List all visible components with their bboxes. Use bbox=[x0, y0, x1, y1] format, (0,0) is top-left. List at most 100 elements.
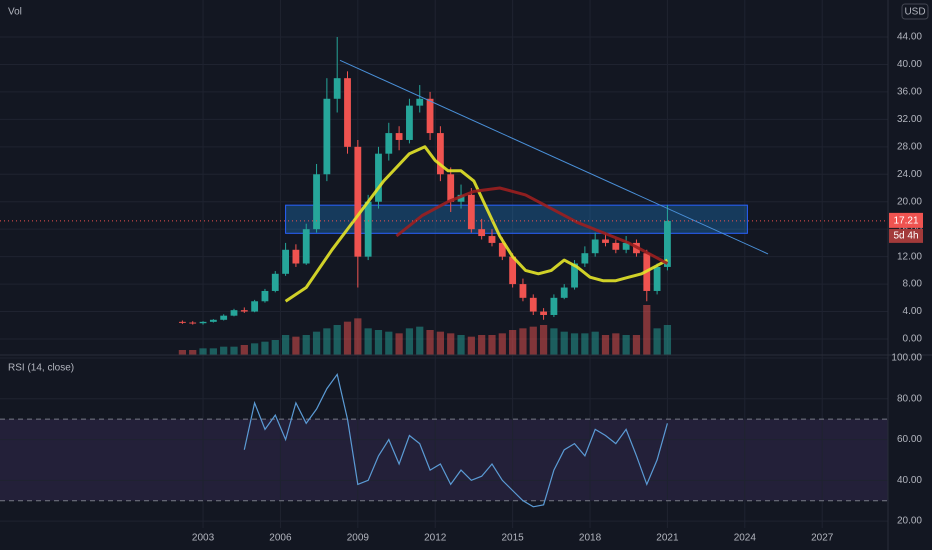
y-tick-label: 12.00 bbox=[897, 251, 922, 262]
candle-body bbox=[540, 311, 547, 315]
volume-bar bbox=[663, 325, 672, 355]
trend-line bbox=[339, 59, 769, 255]
volume-bar bbox=[199, 348, 207, 355]
y-tick-label: 36.00 bbox=[897, 87, 922, 98]
y-tick-label: 28.00 bbox=[897, 141, 922, 152]
volume-bar bbox=[251, 343, 259, 355]
candle-body bbox=[498, 242, 506, 257]
volume-bar bbox=[343, 321, 352, 355]
y-tick-label: 20.00 bbox=[897, 196, 922, 207]
y-tick-label: 24.00 bbox=[897, 169, 922, 180]
x-tick-label: 2009 bbox=[347, 533, 370, 544]
volume-bar bbox=[354, 318, 362, 355]
volume-bar bbox=[395, 333, 403, 355]
x-tick-label: 2024 bbox=[734, 533, 757, 544]
volume-bar bbox=[333, 325, 341, 355]
x-tick-label: 2021 bbox=[656, 533, 679, 544]
candle-body bbox=[251, 301, 259, 312]
candle-body bbox=[509, 256, 517, 285]
volume-bar bbox=[560, 331, 568, 355]
currency-label[interactable]: USD bbox=[904, 7, 925, 18]
volume-bar bbox=[312, 331, 321, 355]
rsi-line bbox=[243, 372, 668, 508]
volume-bar bbox=[385, 331, 393, 355]
y-tick-label: 20.00 bbox=[897, 516, 922, 527]
volume-bar bbox=[261, 341, 269, 355]
volume-bar bbox=[643, 305, 651, 355]
volume-bar bbox=[178, 350, 187, 355]
volume-bar bbox=[405, 328, 414, 355]
volume-bar bbox=[550, 328, 558, 355]
x-tick-label: 2015 bbox=[502, 533, 525, 544]
candle-body bbox=[622, 242, 630, 250]
volume-label: Vol bbox=[8, 7, 22, 18]
volume-bar bbox=[436, 331, 444, 355]
candle-body bbox=[385, 133, 393, 154]
volume-bar bbox=[519, 328, 527, 355]
candle-body bbox=[612, 242, 620, 250]
volume-bar bbox=[426, 330, 434, 355]
candle-body bbox=[591, 239, 599, 254]
candle-body bbox=[664, 220, 671, 267]
volume-bar bbox=[302, 335, 310, 355]
candle-body bbox=[653, 266, 661, 291]
candle-body bbox=[447, 174, 455, 202]
candle-body bbox=[292, 249, 300, 264]
y-tick-label: 44.00 bbox=[897, 32, 922, 43]
y-tick-label: 60.00 bbox=[897, 434, 922, 445]
volume-bar bbox=[240, 345, 248, 355]
volume-bar bbox=[498, 333, 506, 355]
volume-bar bbox=[209, 348, 217, 355]
candle-body bbox=[220, 315, 228, 320]
volume-bar bbox=[622, 335, 630, 355]
candle-body bbox=[230, 310, 238, 316]
candle-body bbox=[271, 273, 279, 291]
y-tick-label: 100.00 bbox=[891, 353, 922, 364]
candle-body bbox=[178, 321, 186, 323]
candle-body bbox=[478, 229, 486, 237]
volume-bar bbox=[364, 328, 372, 355]
candle-body bbox=[189, 322, 197, 324]
x-tick-label: 2012 bbox=[424, 533, 447, 544]
y-tick-label: 80.00 bbox=[897, 393, 922, 404]
volume-bar bbox=[601, 335, 610, 355]
volume-bar bbox=[488, 335, 496, 355]
candle-body bbox=[550, 297, 558, 315]
volume-bar bbox=[539, 325, 548, 355]
y-tick-label: 8.00 bbox=[903, 279, 923, 290]
candle-body bbox=[436, 133, 444, 175]
volume-bar bbox=[189, 350, 197, 355]
volume-bar bbox=[653, 328, 661, 355]
y-tick-label: 40.00 bbox=[897, 475, 922, 486]
candle-body bbox=[344, 78, 351, 147]
rsi-title: RSI (14, close) bbox=[8, 363, 74, 374]
x-tick-label: 2018 bbox=[579, 533, 602, 544]
volume-bar bbox=[457, 335, 465, 355]
label-layer: 0.004.008.0012.0016.0020.0024.0028.0032.… bbox=[192, 32, 923, 544]
volume-bar bbox=[529, 326, 537, 355]
candle-body bbox=[209, 319, 217, 322]
candle-body bbox=[467, 194, 475, 230]
y-tick-label: 40.00 bbox=[897, 59, 922, 70]
volume-bar bbox=[467, 336, 475, 355]
y-tick-label: 32.00 bbox=[897, 114, 922, 125]
currency-box[interactable] bbox=[901, 3, 929, 20]
moving-average bbox=[284, 145, 669, 303]
countdown-tag bbox=[889, 228, 923, 243]
x-tick-label: 2003 bbox=[192, 533, 215, 544]
candle-body bbox=[581, 253, 589, 264]
volume-bar bbox=[632, 335, 641, 355]
candle-body bbox=[333, 78, 341, 99]
candle-body bbox=[426, 98, 434, 134]
candle-body bbox=[416, 98, 424, 106]
candle-body bbox=[354, 146, 362, 257]
moving-average bbox=[395, 186, 669, 265]
candle-body bbox=[519, 284, 527, 298]
candle-body bbox=[457, 194, 465, 202]
candle-body bbox=[406, 105, 413, 140]
volume-bar bbox=[612, 333, 620, 355]
volume-bar bbox=[281, 335, 290, 355]
candle-body bbox=[602, 239, 609, 243]
x-tick-label: 2027 bbox=[811, 533, 834, 544]
